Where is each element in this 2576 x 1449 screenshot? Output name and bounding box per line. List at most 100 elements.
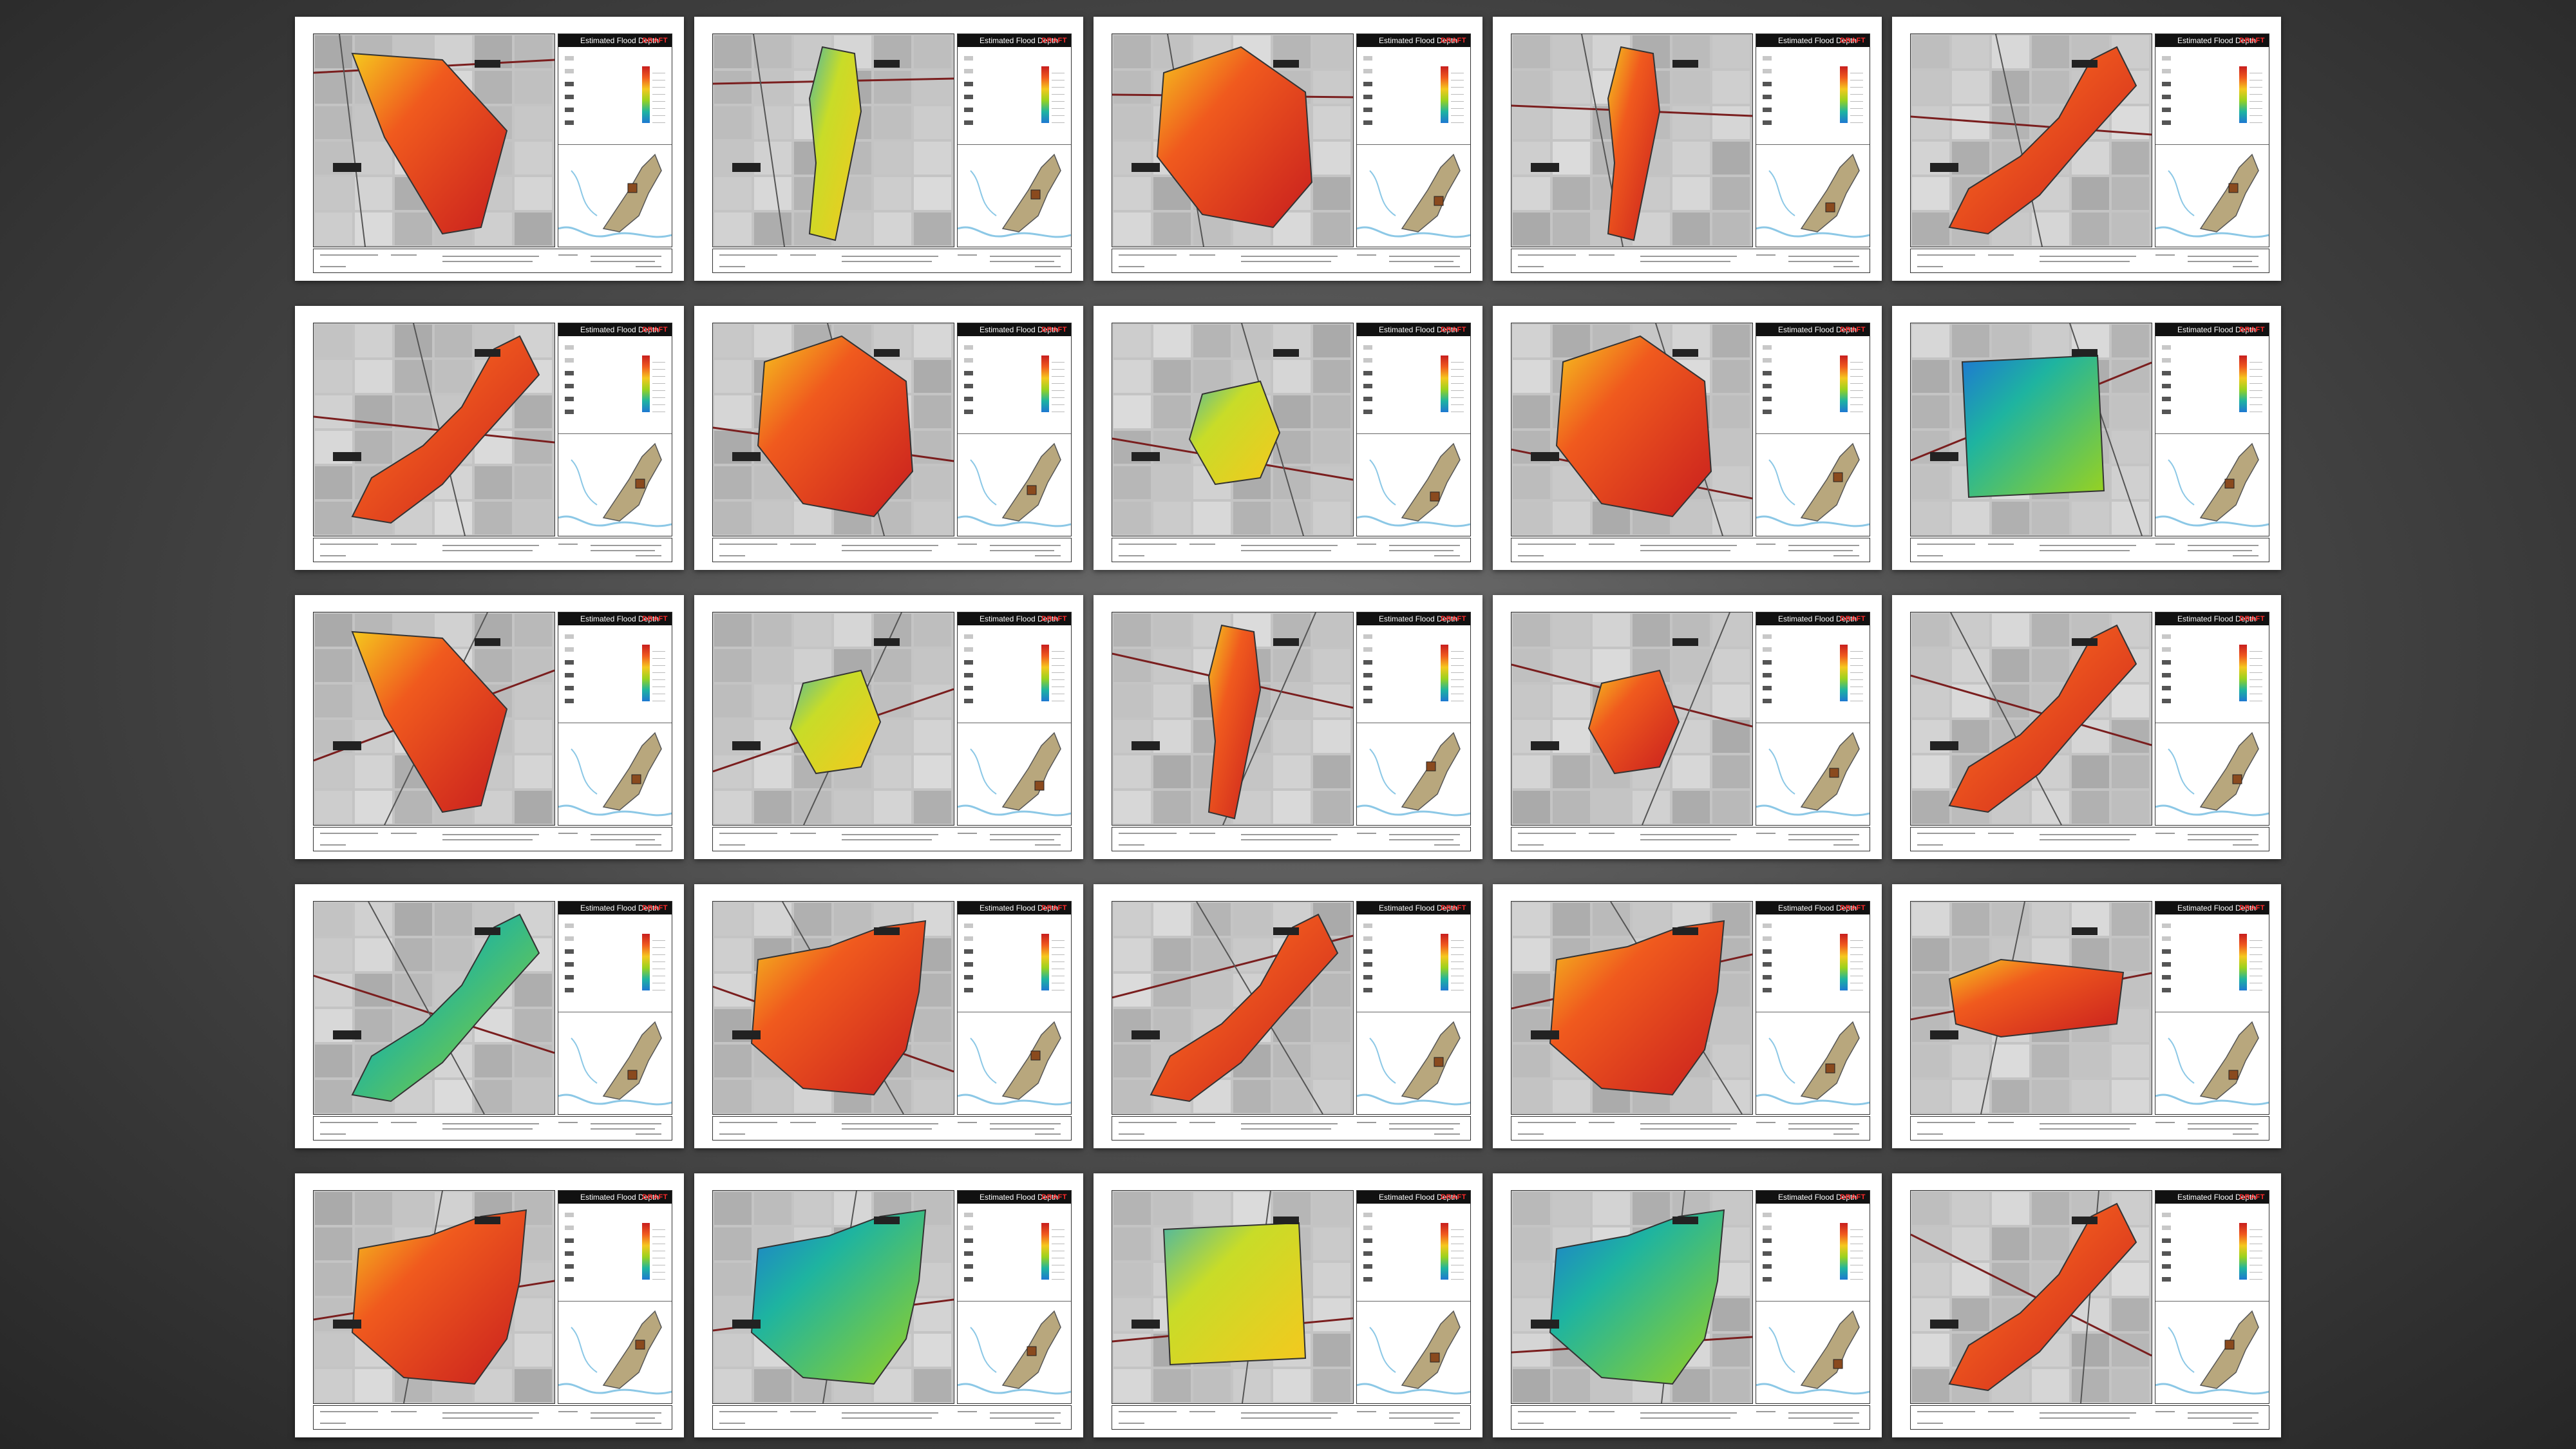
legend-swatch <box>964 647 973 652</box>
map-sheet-23[interactable]: Estimated Flood Depth DRAFT <box>1094 1173 1482 1437</box>
flood-depth-map <box>313 33 555 247</box>
draft-stamp: DRAFT <box>2239 904 2265 912</box>
legend-panel: Estimated Flood Depth DRAFT <box>558 1190 672 1404</box>
legend-title-bar: Estimated Flood Depth DRAFT <box>958 34 1071 47</box>
map-sheet-12[interactable]: Estimated Flood Depth DRAFT <box>694 595 1083 859</box>
legend-panel: Estimated Flood Depth DRAFT <box>558 612 672 826</box>
legend-swatch <box>1763 1226 1772 1230</box>
legend-swatch <box>2162 1264 2171 1269</box>
map-sheet-4[interactable]: Estimated Flood Depth DRAFT <box>1493 17 1882 281</box>
draft-stamp: DRAFT <box>2239 326 2265 334</box>
legend-swatch <box>1363 923 1372 928</box>
inset-locator-map <box>2155 433 2269 536</box>
legend-title-bar: Estimated Flood Depth DRAFT <box>958 323 1071 336</box>
legend-panel: Estimated Flood Depth DRAFT <box>1756 1190 1870 1404</box>
legend-swatch <box>1763 384 1772 388</box>
depth-color-ramp <box>1041 645 1049 701</box>
title-block <box>1910 249 2269 273</box>
legend-swatch <box>964 988 973 992</box>
draft-stamp: DRAFT <box>1041 37 1067 44</box>
map-sheet-25[interactable]: Estimated Flood Depth DRAFT <box>1892 1173 2281 1437</box>
depth-ramp-ticks <box>1451 355 1464 412</box>
legend-swatch <box>565 634 574 639</box>
legend-swatch <box>2162 410 2171 414</box>
legend-swatch <box>1363 1277 1372 1282</box>
legend-swatch <box>565 988 574 992</box>
legend-swatch <box>1363 358 1372 363</box>
map-sheet-14[interactable]: Estimated Flood Depth DRAFT <box>1493 595 1882 859</box>
depth-color-ramp <box>642 66 650 123</box>
legend-title-bar: Estimated Flood Depth DRAFT <box>958 612 1071 625</box>
map-sheet-13[interactable]: Estimated Flood Depth DRAFT <box>1094 595 1482 859</box>
map-sheet-18[interactable]: Estimated Flood Depth DRAFT <box>1094 884 1482 1148</box>
title-block <box>712 249 1072 273</box>
depth-ramp-ticks <box>2249 1223 2262 1280</box>
legend-swatch <box>565 108 574 112</box>
legend-title-bar: Estimated Flood Depth DRAFT <box>2155 902 2269 914</box>
map-sheet-11[interactable]: Estimated Flood Depth DRAFT <box>295 595 684 859</box>
draft-stamp: DRAFT <box>1041 326 1067 334</box>
legend-swatch <box>1763 69 1772 73</box>
flood-depth-map <box>1910 612 2152 826</box>
legend-swatch <box>565 1251 574 1256</box>
map-sheet-9[interactable]: Estimated Flood Depth DRAFT <box>1493 306 1882 570</box>
flood-extent-polygon <box>351 630 508 813</box>
flood-depth-map <box>1112 901 1354 1115</box>
legend-title-bar: Estimated Flood Depth DRAFT <box>2155 34 2269 47</box>
legend-swatch <box>1363 686 1372 690</box>
map-sheet-7[interactable]: Estimated Flood Depth DRAFT <box>694 306 1083 570</box>
flood-depth-map <box>1511 1190 1753 1404</box>
legend-panel: Estimated Flood Depth DRAFT <box>558 901 672 1115</box>
flood-extent-polygon <box>1549 920 1725 1096</box>
legend-swatch <box>964 69 973 73</box>
map-sheet-1[interactable]: Estimated Flood Depth DRAFT <box>295 17 684 281</box>
title-block <box>313 538 672 562</box>
depth-color-ramp <box>642 355 650 412</box>
title-block <box>1511 1116 1870 1141</box>
legend-swatch <box>1763 56 1772 61</box>
map-sheet-19[interactable]: Estimated Flood Depth DRAFT <box>1493 884 1882 1148</box>
depth-color-ramp <box>1441 355 1448 412</box>
map-sheet-6[interactable]: Estimated Flood Depth DRAFT <box>295 306 684 570</box>
inset-locator-map <box>1357 433 1470 536</box>
map-sheet-5[interactable]: Estimated Flood Depth DRAFT <box>1892 17 2281 281</box>
legend-swatch <box>964 1238 973 1243</box>
map-sheet-10[interactable]: Estimated Flood Depth DRAFT <box>1892 306 2281 570</box>
depth-ramp-ticks <box>1052 1223 1065 1280</box>
depth-ramp-ticks <box>1052 645 1065 701</box>
legend-swatch <box>1763 397 1772 401</box>
flood-depth-map <box>1511 612 1753 826</box>
sheet-title: Estimated Flood Depth <box>580 1193 659 1202</box>
depth-color-ramp <box>1041 934 1049 990</box>
flood-extent-polygon <box>1607 46 1661 242</box>
title-block <box>1112 1405 1471 1430</box>
map-sheet-21[interactable]: Estimated Flood Depth DRAFT <box>295 1173 684 1437</box>
sheet-title: Estimated Flood Depth <box>1379 614 1458 623</box>
map-sheet-24[interactable]: Estimated Flood Depth DRAFT <box>1493 1173 1882 1437</box>
legend-swatch <box>964 949 973 954</box>
sheet-title: Estimated Flood Depth <box>980 36 1059 45</box>
map-sheet-8[interactable]: Estimated Flood Depth DRAFT <box>1094 306 1482 570</box>
legend-swatch <box>964 397 973 401</box>
flood-extent-polygon <box>750 1209 927 1385</box>
flood-extent-polygon <box>1208 624 1262 820</box>
depth-color-ramp <box>1441 1223 1448 1280</box>
legend-swatch <box>964 120 973 125</box>
map-sheet-17[interactable]: Estimated Flood Depth DRAFT <box>694 884 1083 1148</box>
map-sheet-20[interactable]: Estimated Flood Depth DRAFT <box>1892 884 2281 1148</box>
legend-swatch <box>2162 988 2171 992</box>
map-sheet-2[interactable]: Estimated Flood Depth DRAFT <box>694 17 1083 281</box>
flood-depth-map <box>712 612 954 826</box>
legend-swatch <box>1363 345 1372 350</box>
legend-swatch <box>964 673 973 677</box>
draft-stamp: DRAFT <box>642 904 668 912</box>
map-sheet-22[interactable]: Estimated Flood Depth DRAFT <box>694 1173 1083 1437</box>
legend-panel: Estimated Flood Depth DRAFT <box>1756 33 1870 247</box>
map-sheet-15[interactable]: Estimated Flood Depth DRAFT <box>1892 595 2281 859</box>
legend-swatch <box>1363 975 1372 980</box>
legend-swatch <box>2162 56 2171 61</box>
legend-swatch <box>2162 962 2171 967</box>
map-sheet-16[interactable]: Estimated Flood Depth DRAFT <box>295 884 684 1148</box>
legend-swatch <box>2162 936 2171 941</box>
map-sheet-3[interactable]: Estimated Flood Depth DRAFT <box>1094 17 1482 281</box>
